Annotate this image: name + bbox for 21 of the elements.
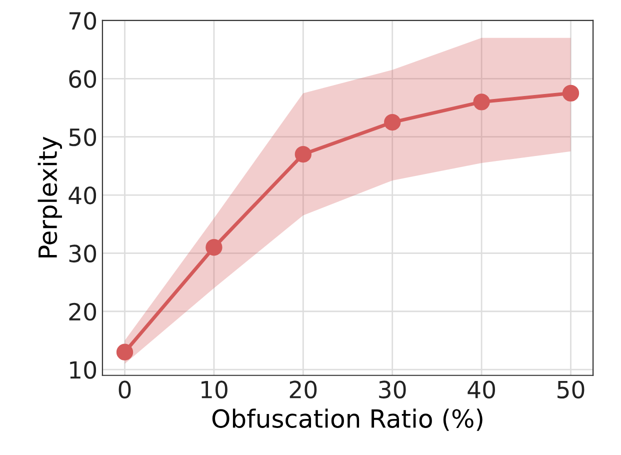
x-tick-label: 0: [118, 380, 131, 399]
x-tick-label: 40: [468, 380, 496, 399]
x-tick-label: 50: [558, 380, 584, 399]
y-tick-label: 40: [68, 186, 96, 204]
x-axis-title: Obfuscation Ratio (%): [212, 408, 482, 431]
point: [562, 84, 580, 102]
x-tick-label: 10: [202, 380, 228, 399]
y-tick-label: 70: [69, 12, 96, 30]
point: [473, 94, 490, 110]
x-tick-label: 30: [379, 380, 406, 399]
point: [206, 239, 222, 256]
y-tick-label: 50: [69, 128, 96, 146]
y-tick-label: 10: [70, 361, 96, 379]
point: [384, 114, 401, 131]
y-tick-label: 20: [69, 302, 96, 321]
point: [294, 146, 312, 163]
y-tick-label: 60: [69, 70, 96, 88]
y-tick-label: 30: [69, 244, 96, 262]
x-tick-label: 20: [290, 380, 317, 399]
point: [116, 344, 134, 360]
y-axis-title: Perplexity: [38, 136, 62, 258]
